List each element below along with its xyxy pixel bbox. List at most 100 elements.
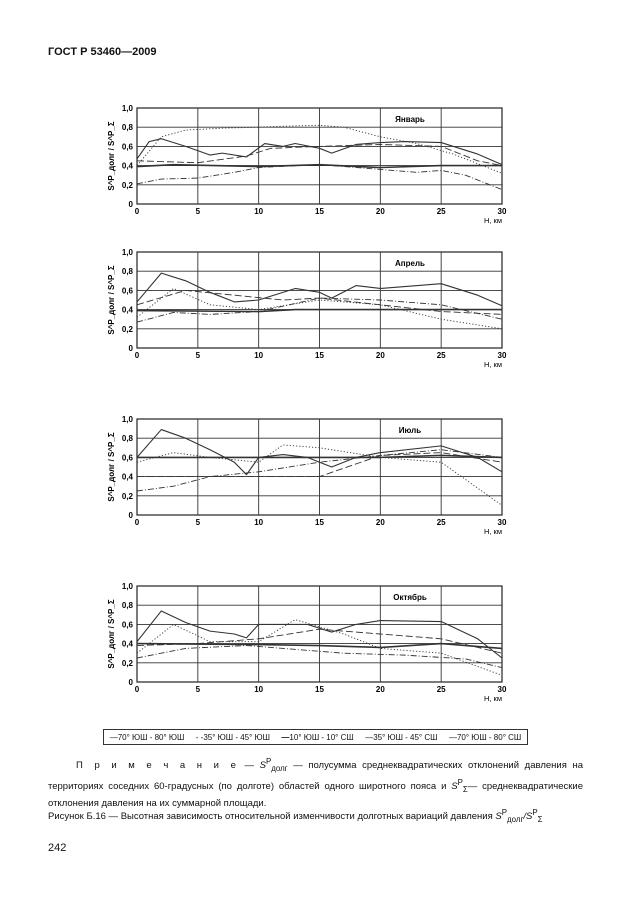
chart-title: Июль [399,426,421,435]
y-tick-label: 0,8 [122,434,134,443]
series-line [136,628,503,654]
y-tick-label: 0 [129,678,134,687]
x-tick-label: 0 [135,351,140,360]
x-axis-label: H, км [484,360,502,369]
y-tick-label: 0,2 [122,325,134,334]
series-line [136,138,503,166]
x-axis-label: H, км [484,216,502,225]
x-tick-label: 20 [376,351,385,360]
x-tick-label: 30 [498,207,507,216]
y-tick-label: 0 [129,344,134,353]
chart-svg: 0 0,2 0,4 0,6 0,8 1,0 0 5 10 15 20 25 30H, км Апрель S… [107,248,507,369]
chart-january: 0 0,2 0,4 0,6 0,8 1,0 0 5 10 15 20 25 30 H, км Январь S… [100,100,520,250]
x-tick-label: 5 [196,518,201,527]
y-tick-label: 1,0 [122,248,134,257]
x-tick-label: 10 [254,351,263,360]
x-tick-label: 25 [437,207,446,216]
chart-title: Январь [395,115,425,124]
y-tick-label: 0,8 [122,267,134,276]
x-tick-label: 10 [254,685,263,694]
y-tick-label: 0 [129,511,134,520]
y-tick-label: 0,2 [122,659,134,668]
legend-item: —10° ЮШ - 10° СШ [281,732,354,742]
x-tick-label: 5 [196,207,201,216]
x-tick-label: 0 [135,518,140,527]
y-tick-label: 0,8 [122,123,134,132]
chart-svg: 0 0,2 0,4 0,6 0,8 1,0 0 5 10 15 20 25 30H, км Январь S… [107,104,507,225]
series-line [136,163,502,169]
y-axis-label: S^P_долг / S^P_Σ [107,432,116,501]
y-tick-label: 0,4 [122,306,134,315]
y-tick-label: 0,4 [122,162,134,171]
legend-item: —70° ЮШ - 80° ЮШ [109,732,185,742]
y-tick-label: 0,2 [122,492,134,501]
y-tick-label: 0,4 [122,473,134,482]
y-tick-label: 0,6 [122,286,134,295]
chart-title: Октябрь [393,593,427,602]
x-tick-label: 15 [315,207,324,216]
legend-item: —35° ЮШ - 45° СШ [365,732,438,742]
series-line [136,144,503,167]
x-tick-label: 10 [254,207,263,216]
figure-caption: Рисунок Б.16 — Высотная зависимость отно… [48,808,543,825]
series-line [136,297,503,323]
page-number: 242 [48,842,67,854]
chart-october: 0 0,2 0,4 0,6 0,8 1,0 0 5 10 15 20 25 30 H, км Октябрь… [100,578,520,728]
figure-note: П р и м е ч а н и е — SPдолг — полусумма… [48,757,584,810]
series-line [136,610,503,659]
chart-legend: —70° ЮШ - 80° ЮШ - -35° ЮШ - 45° ЮШ —10°… [103,729,528,745]
series-line [136,308,502,313]
x-tick-label: 20 [376,685,385,694]
x-tick-label: 15 [315,351,324,360]
legend-item: —70° ЮШ - 80° СШ [448,732,522,742]
y-tick-label: 1,0 [122,415,134,424]
x-tick-label: 30 [498,518,507,527]
y-tick-label: 0 [129,200,134,209]
y-tick-label: 1,0 [122,582,134,591]
y-axis-label: S^P_долг / S^P_Σ [107,265,116,334]
x-tick-label: 15 [315,685,324,694]
x-tick-label: 25 [437,518,446,527]
series-line [136,289,503,315]
x-tick-label: 20 [376,207,385,216]
series-line [136,429,503,476]
chart-april: 0 0,2 0,4 0,6 0,8 1,0 0 5 10 15 20 25 30 H, км Апрель S… [100,244,520,394]
x-tick-label: 20 [376,518,385,527]
x-tick-label: 30 [498,351,507,360]
y-axis-label: S^P_долг / S^P_Σ [107,121,116,190]
x-axis-label: H, км [484,694,502,703]
series-line [136,124,503,174]
x-tick-label: 0 [135,685,140,694]
series-line [136,645,503,669]
y-tick-label: 1,0 [122,104,134,113]
x-tick-label: 5 [196,685,201,694]
x-tick-label: 15 [315,518,324,527]
chart-svg: 0 0,2 0,4 0,6 0,8 1,0 0 5 10 15 20 25 30H, км Июль S^P… [107,415,507,536]
series-line [136,449,503,492]
x-tick-label: 0 [135,207,140,216]
y-tick-label: 0,8 [122,601,134,610]
series-line [136,272,503,307]
y-tick-label: 0,6 [122,142,134,151]
y-axis-label: S^P_долг / S^P_Σ [107,599,116,668]
document-header: ГОСТ Р 53460—2009 [48,46,157,58]
x-tick-label: 25 [437,351,446,360]
x-tick-label: 10 [254,518,263,527]
chart-july: 0 0,2 0,4 0,6 0,8 1,0 0 5 10 15 20 25 30 H, км Июль S^P… [100,411,520,561]
series-line [136,164,503,191]
x-tick-label: 25 [437,685,446,694]
series-line [137,454,503,459]
x-axis-label: H, км [484,527,502,536]
series-line [136,642,503,650]
series-line [136,444,503,506]
y-tick-label: 0,4 [122,640,134,649]
legend-item: - -35° ЮШ - 45° ЮШ [195,732,270,742]
y-tick-label: 0,2 [122,181,134,190]
series-line [137,452,503,478]
chart-svg: 0 0,2 0,4 0,6 0,8 1,0 0 5 10 15 20 25 30H, км Октябрь… [107,582,507,703]
x-tick-label: 30 [498,685,507,694]
chart-title: Апрель [395,259,425,268]
y-tick-label: 0,6 [122,620,134,629]
y-tick-label: 0,6 [122,453,134,462]
